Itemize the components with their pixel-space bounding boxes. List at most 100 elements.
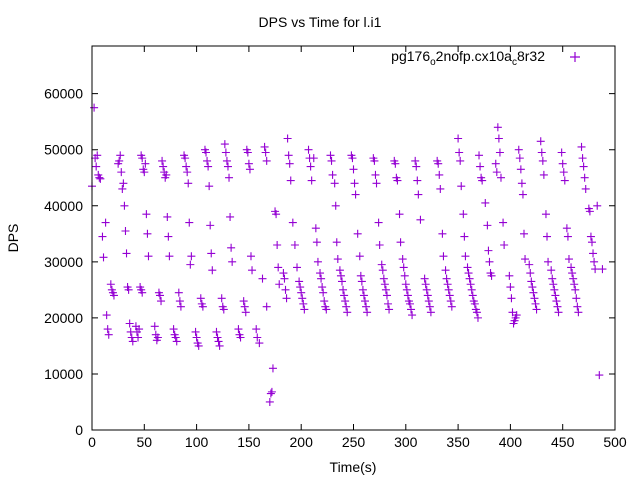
data-point — [578, 154, 587, 163]
data-point — [577, 142, 586, 151]
data-point — [339, 285, 348, 294]
data-point — [357, 277, 366, 286]
data-point — [485, 257, 494, 266]
data-point — [281, 285, 290, 294]
data-point — [293, 263, 302, 272]
legend-label: pg176o2nofp.cx10ac8r32 — [391, 48, 545, 68]
data-point — [476, 162, 485, 171]
data-point — [531, 299, 540, 308]
data-point — [363, 308, 372, 317]
data-point — [318, 283, 327, 292]
data-point — [239, 297, 248, 306]
data-point — [268, 364, 277, 373]
data-point — [413, 176, 422, 185]
data-point — [487, 271, 496, 280]
data-point — [567, 263, 576, 272]
x-tick-label: 0 — [88, 434, 96, 450]
legend-label-subscript: c — [512, 57, 517, 68]
data-point — [438, 229, 447, 238]
data-point — [351, 190, 360, 199]
legend-label-part: 8r32 — [517, 48, 545, 64]
data-point — [327, 156, 336, 165]
data-point — [478, 176, 487, 185]
data-point — [420, 274, 429, 283]
data-point — [138, 288, 147, 297]
data-point — [558, 159, 567, 168]
data-point — [455, 148, 464, 157]
data-point — [328, 170, 337, 179]
data-point — [243, 148, 252, 157]
data-point — [272, 210, 281, 219]
data-point — [557, 148, 566, 157]
data-point — [544, 257, 553, 266]
data-point — [330, 179, 339, 188]
data-point — [421, 280, 430, 289]
data-point — [309, 154, 318, 163]
data-point — [564, 255, 573, 264]
data-point — [499, 218, 508, 227]
data-point — [335, 266, 344, 275]
data-point — [184, 179, 193, 188]
data-point — [493, 123, 502, 132]
data-point — [336, 271, 345, 280]
data-point — [134, 333, 143, 342]
data-point — [525, 260, 534, 269]
data-point — [353, 229, 362, 238]
data-point — [92, 162, 101, 171]
data-point — [187, 252, 196, 261]
data-point — [304, 145, 313, 154]
data-point — [185, 218, 194, 227]
data-point — [466, 280, 475, 289]
data-point — [465, 274, 474, 283]
data-point — [484, 246, 493, 255]
data-point — [456, 156, 465, 165]
data-point — [529, 288, 538, 297]
y-tick-label: 20000 — [44, 310, 83, 326]
data-point — [198, 302, 207, 311]
data-point — [371, 170, 380, 179]
data-point — [454, 134, 463, 143]
data-point — [260, 142, 269, 151]
data-point — [536, 137, 545, 146]
data-point — [300, 305, 309, 314]
data-point — [435, 170, 444, 179]
data-point — [398, 255, 407, 264]
y-tick-label: 0 — [75, 422, 83, 438]
data-point — [442, 274, 451, 283]
data-point — [475, 151, 484, 160]
data-point — [95, 173, 104, 182]
x-tick-label: 400 — [499, 434, 523, 450]
data-point — [378, 266, 387, 275]
data-point — [358, 285, 367, 294]
data-point — [267, 387, 276, 396]
data-point — [279, 269, 288, 278]
data-point — [396, 238, 405, 247]
y-tick-label: 40000 — [44, 198, 83, 214]
data-point — [563, 232, 572, 241]
data-point — [102, 311, 111, 320]
data-point — [559, 168, 568, 177]
data-point — [402, 285, 411, 294]
data-point — [222, 156, 231, 165]
data-point — [569, 274, 578, 283]
data-point — [157, 297, 166, 306]
data-point — [460, 232, 469, 241]
data-point — [414, 190, 423, 199]
data-point — [295, 277, 304, 286]
data-point — [573, 302, 582, 311]
data-point — [380, 280, 389, 289]
data-point — [377, 260, 386, 269]
data-point — [461, 252, 470, 261]
data-point — [331, 201, 340, 210]
data-point — [253, 333, 262, 342]
y-tick-label: 30000 — [44, 254, 83, 270]
data-point — [587, 238, 596, 247]
data-point — [518, 190, 527, 199]
data-point — [549, 280, 558, 289]
y-axis-label: DPS — [5, 224, 21, 253]
data-point — [280, 274, 289, 283]
x-tick-label: 100 — [185, 434, 209, 450]
data-point — [464, 269, 473, 278]
data-point — [507, 294, 516, 303]
data-point — [444, 285, 453, 294]
